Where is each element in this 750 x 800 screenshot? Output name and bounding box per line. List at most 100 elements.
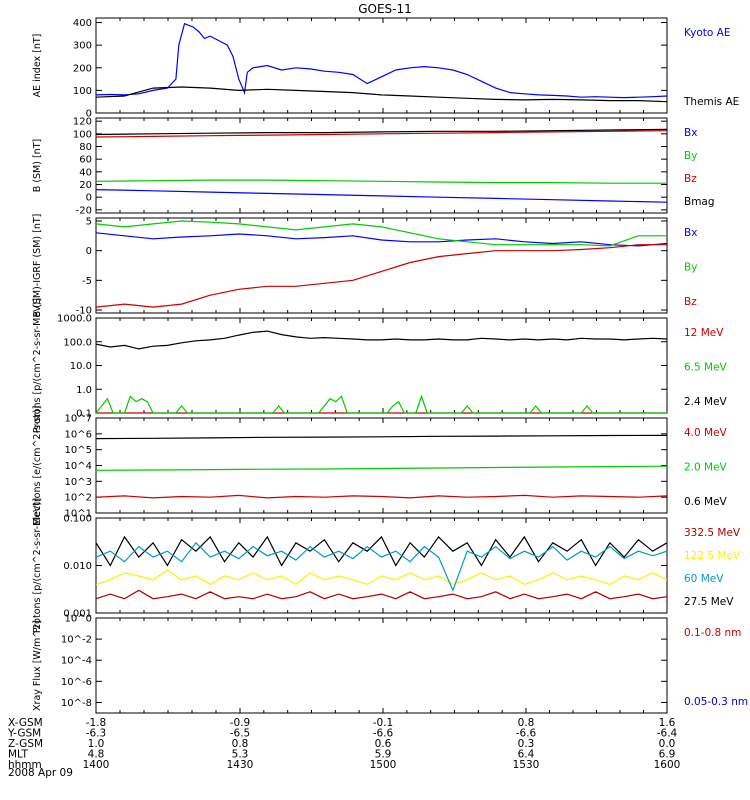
label: 1.6 bbox=[659, 717, 676, 729]
label: 40 bbox=[79, 167, 92, 178]
y-axis-label: AE index [nT] bbox=[32, 34, 43, 98]
series-332-5-mev bbox=[95, 535, 668, 567]
legend-6-5-mev: 6.5 MeV bbox=[684, 362, 728, 374]
label: 100.0 bbox=[63, 337, 92, 348]
series-4-0-mev bbox=[95, 494, 668, 499]
legend-0-6-mev: 0.6 MeV bbox=[684, 496, 728, 508]
label: 1.0 bbox=[76, 385, 92, 396]
label: 5.3 bbox=[232, 749, 249, 761]
label: 10^-2 bbox=[61, 635, 92, 646]
legend-themis-ae: Themis AE bbox=[683, 96, 739, 108]
label: 10^5 bbox=[65, 445, 92, 456]
label: 1.0 bbox=[88, 738, 105, 750]
series-by bbox=[95, 220, 667, 247]
label: -6.6 bbox=[516, 728, 537, 740]
panel-7: 10^-8 10^-6 10^-4 10^-2 10^0 Xray Flux [W/m^2… bbox=[32, 614, 748, 714]
label: 200 bbox=[73, 63, 92, 74]
y-axis-label: Protons [p/(cm^2-s-sr-MeV)] bbox=[32, 498, 43, 633]
label: 5.9 bbox=[375, 749, 392, 761]
legend-332-5-mev: 332.5 MeV bbox=[684, 527, 741, 539]
y-axis-label: B (SM) [nT] bbox=[32, 139, 43, 192]
label: 0.100 bbox=[63, 514, 92, 525]
label: 10^3 bbox=[65, 477, 92, 488]
series-kyoto-ae bbox=[95, 22, 668, 99]
label: 0.001 bbox=[63, 609, 92, 620]
label: -20 bbox=[76, 205, 92, 216]
legend-12-mev: 12 MeV bbox=[684, 327, 724, 339]
legend-kyoto-ae: Kyoto AE bbox=[684, 27, 730, 39]
series-bmag bbox=[95, 128, 668, 136]
legend-2-4-mev: 2.4 MeV bbox=[684, 396, 728, 408]
label: 20 bbox=[79, 180, 92, 191]
label: -5 bbox=[82, 276, 92, 287]
label: 60 bbox=[79, 155, 92, 166]
label: 0 bbox=[86, 246, 92, 257]
label: MLT bbox=[8, 749, 28, 761]
label: 0.010 bbox=[63, 561, 92, 572]
panel-frame bbox=[95, 417, 668, 514]
legend-bx: Bx bbox=[684, 227, 697, 239]
panel-3: -10 -5 0 5 B (SM)-IGRF (SM) [nT] Bx By Bz bbox=[32, 214, 697, 318]
legend-bz: Bz bbox=[684, 296, 697, 308]
legend-bz: Bz bbox=[684, 173, 697, 185]
label: -0.1 bbox=[373, 717, 394, 729]
label: 10.0 bbox=[70, 361, 92, 372]
label: 1530 bbox=[513, 759, 540, 771]
legend-bmag: Bmag bbox=[684, 196, 715, 208]
label: 10^4 bbox=[65, 461, 92, 472]
legend-by: By bbox=[684, 150, 697, 162]
label: 4.8 bbox=[88, 749, 105, 761]
y-axis-label: Protons [p/(cm^2-s-sr-MeV)] bbox=[32, 298, 43, 433]
label: Z-GSM bbox=[8, 738, 43, 750]
series-by bbox=[95, 179, 667, 184]
panel-frame bbox=[95, 117, 668, 214]
label: 10^-4 bbox=[61, 656, 92, 667]
label: 1500 bbox=[370, 759, 397, 771]
legend-0-05-0-3-nm: 0.05-0.3 nm bbox=[684, 696, 748, 708]
series-themis-ae bbox=[95, 86, 668, 103]
label: -6.6 bbox=[373, 728, 394, 740]
label: 0.8 bbox=[518, 717, 535, 729]
label: -6.5 bbox=[230, 728, 251, 740]
label: 0.3 bbox=[518, 738, 535, 750]
y-axis-label: B (SM)-IGRF (SM) [nT] bbox=[32, 214, 43, 318]
label: 80 bbox=[79, 142, 92, 153]
label: 10^0 bbox=[65, 614, 92, 625]
panel-frame bbox=[95, 17, 668, 114]
legend-bx: Bx bbox=[684, 127, 697, 139]
label: -10 bbox=[76, 306, 92, 317]
label: -6.3 bbox=[86, 728, 107, 740]
series-bz bbox=[95, 130, 668, 138]
legend-122-5-mev: 122.5 MeV bbox=[684, 550, 741, 562]
label: 10^1 bbox=[65, 509, 92, 520]
panel-frame bbox=[95, 217, 668, 314]
label: 100 bbox=[73, 86, 92, 97]
panel-frame bbox=[95, 617, 668, 714]
ephemeris-table: X-GSM -1.8 -0.9 -0.1 0.8 1.6 Y-GSM -6.3 -6.5 -6.6… bbox=[7, 717, 680, 771]
label: X-GSM bbox=[8, 717, 43, 729]
legend-27-5-mev: 27.5 MeV bbox=[684, 596, 734, 608]
date-label: 2008 Apr 09 bbox=[8, 767, 73, 779]
label: -6.4 bbox=[657, 728, 678, 740]
legend-2-0-mev: 2.0 MeV bbox=[684, 462, 728, 474]
label: 10^7 bbox=[65, 414, 92, 425]
y-axis-label: Electrons [e/(cm^2-s-sr)] bbox=[32, 406, 43, 526]
label: 1000.0 bbox=[57, 314, 92, 325]
legend-by: By bbox=[684, 262, 697, 274]
legend-0-1-0-8-nm: 0.1-0.8 nm bbox=[684, 627, 741, 639]
series-bx bbox=[95, 189, 668, 203]
label: Y-GSM bbox=[7, 728, 41, 740]
label: 6.4 bbox=[518, 749, 535, 761]
panel-6: 0.001 0.010 0.100 Protons [p/(cm^2-s-sr-MeV… bbox=[32, 498, 741, 633]
label: 400 bbox=[73, 18, 92, 29]
series-2-0-mev bbox=[95, 465, 668, 471]
series-bx bbox=[95, 232, 668, 247]
series-6-5-mev bbox=[95, 394, 667, 414]
series-27-5-mev bbox=[95, 589, 668, 600]
panel-5: 10^1 10^2 10^3 10^4 10^5 10^6 10^7 Electrons [e… bbox=[32, 406, 728, 526]
series-122-5-mev bbox=[95, 569, 668, 586]
series-bz bbox=[95, 244, 667, 308]
label: 0.6 bbox=[375, 738, 392, 750]
